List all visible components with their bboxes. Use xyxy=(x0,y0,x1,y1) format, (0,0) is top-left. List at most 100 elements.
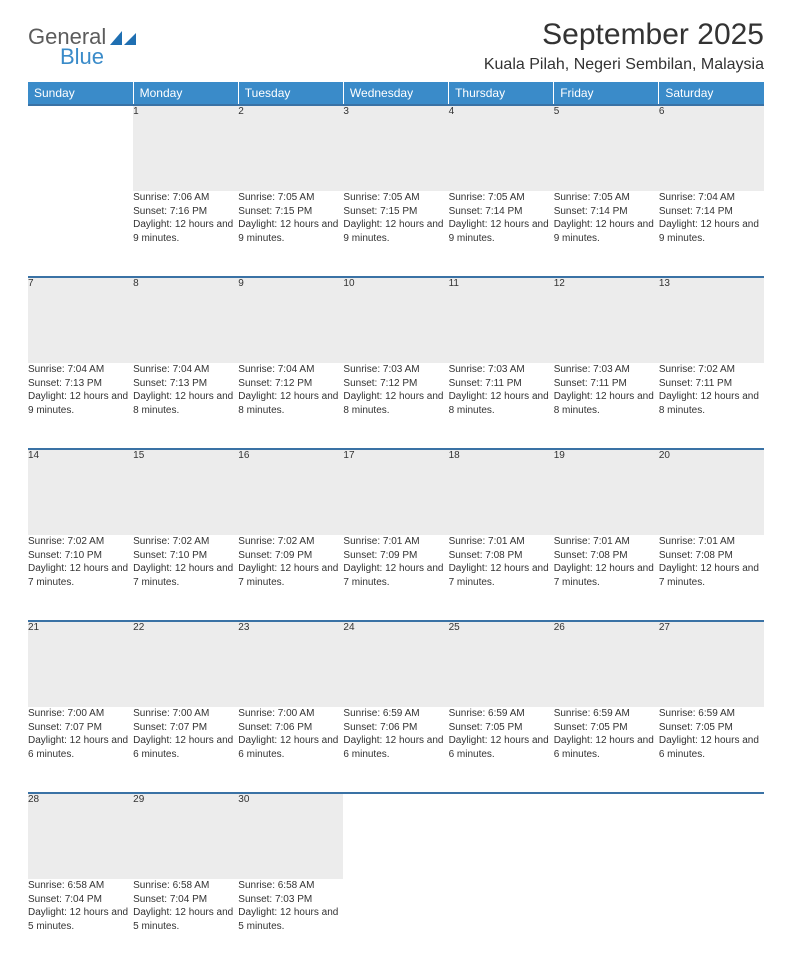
weekday-header-cell: Sunday xyxy=(28,82,133,105)
day-info-cell xyxy=(659,879,764,965)
day-info-cell xyxy=(28,191,133,277)
day-number-cell: 20 xyxy=(659,449,764,535)
sunrise-line: Sunrise: 7:04 AM xyxy=(28,363,133,377)
sail-icon xyxy=(110,31,136,45)
sunrise-line: Sunrise: 6:58 AM xyxy=(238,879,343,893)
sunrise-line: Sunrise: 7:05 AM xyxy=(238,191,343,205)
sunset-line: Sunset: 7:10 PM xyxy=(28,549,133,563)
day-number-row: 21222324252627 xyxy=(28,621,764,707)
sunrise-line: Sunrise: 7:04 AM xyxy=(659,191,764,205)
day-number-cell: 7 xyxy=(28,277,133,363)
day-number-cell: 25 xyxy=(449,621,554,707)
sunrise-line: Sunrise: 6:59 AM xyxy=(343,707,448,721)
day-number-cell: 17 xyxy=(343,449,448,535)
day-number-cell: 6 xyxy=(659,105,764,191)
daylight-line: Daylight: 12 hours and 9 minutes. xyxy=(343,218,448,245)
sunset-line: Sunset: 7:05 PM xyxy=(659,721,764,735)
weekday-header-cell: Wednesday xyxy=(343,82,448,105)
day-info-cell: Sunrise: 7:05 AMSunset: 7:15 PMDaylight:… xyxy=(238,191,343,277)
day-info-cell xyxy=(554,879,659,965)
sunset-line: Sunset: 7:11 PM xyxy=(659,377,764,391)
daylight-line: Daylight: 12 hours and 6 minutes. xyxy=(28,734,133,761)
sunset-line: Sunset: 7:14 PM xyxy=(449,205,554,219)
sunrise-line: Sunrise: 7:03 AM xyxy=(554,363,659,377)
sunrise-line: Sunrise: 7:03 AM xyxy=(343,363,448,377)
day-info-cell: Sunrise: 7:04 AMSunset: 7:12 PMDaylight:… xyxy=(238,363,343,449)
sunset-line: Sunset: 7:08 PM xyxy=(554,549,659,563)
day-number-cell: 23 xyxy=(238,621,343,707)
logo-text: General Blue xyxy=(28,26,136,68)
daylight-line: Daylight: 12 hours and 8 minutes. xyxy=(554,390,659,417)
daylight-line: Daylight: 12 hours and 8 minutes. xyxy=(343,390,448,417)
day-info-cell: Sunrise: 7:04 AMSunset: 7:13 PMDaylight:… xyxy=(133,363,238,449)
day-info-cell: Sunrise: 7:03 AMSunset: 7:12 PMDaylight:… xyxy=(343,363,448,449)
daylight-line: Daylight: 12 hours and 7 minutes. xyxy=(554,562,659,589)
sunset-line: Sunset: 7:14 PM xyxy=(554,205,659,219)
sunset-line: Sunset: 7:13 PM xyxy=(28,377,133,391)
weekday-header-cell: Saturday xyxy=(659,82,764,105)
day-info-cell: Sunrise: 7:00 AMSunset: 7:07 PMDaylight:… xyxy=(28,707,133,793)
sunrise-line: Sunrise: 7:06 AM xyxy=(133,191,238,205)
day-number-cell xyxy=(28,105,133,191)
sunset-line: Sunset: 7:03 PM xyxy=(238,893,343,907)
sunrise-line: Sunrise: 7:01 AM xyxy=(343,535,448,549)
day-info-cell: Sunrise: 6:59 AMSunset: 7:05 PMDaylight:… xyxy=(449,707,554,793)
sunset-line: Sunset: 7:11 PM xyxy=(449,377,554,391)
day-info-cell: Sunrise: 7:04 AMSunset: 7:14 PMDaylight:… xyxy=(659,191,764,277)
month-title: September 2025 xyxy=(484,18,764,52)
day-number-cell: 13 xyxy=(659,277,764,363)
day-info-cell: Sunrise: 6:58 AMSunset: 7:04 PMDaylight:… xyxy=(133,879,238,965)
day-info-cell: Sunrise: 7:01 AMSunset: 7:08 PMDaylight:… xyxy=(554,535,659,621)
weekday-header-cell: Thursday xyxy=(449,82,554,105)
day-info-cell xyxy=(343,879,448,965)
sunrise-line: Sunrise: 7:01 AM xyxy=(449,535,554,549)
daylight-line: Daylight: 12 hours and 6 minutes. xyxy=(343,734,448,761)
sunrise-line: Sunrise: 7:01 AM xyxy=(554,535,659,549)
sunset-line: Sunset: 7:15 PM xyxy=(343,205,448,219)
daylight-line: Daylight: 12 hours and 7 minutes. xyxy=(659,562,764,589)
sunset-line: Sunset: 7:14 PM xyxy=(659,205,764,219)
sunset-line: Sunset: 7:13 PM xyxy=(133,377,238,391)
day-info-cell: Sunrise: 6:59 AMSunset: 7:05 PMDaylight:… xyxy=(554,707,659,793)
day-number-cell: 22 xyxy=(133,621,238,707)
sunrise-line: Sunrise: 6:58 AM xyxy=(28,879,133,893)
sunrise-line: Sunrise: 6:59 AM xyxy=(659,707,764,721)
logo: General Blue xyxy=(28,18,136,68)
day-number-row: 78910111213 xyxy=(28,277,764,363)
day-number-cell: 15 xyxy=(133,449,238,535)
day-number-cell: 11 xyxy=(449,277,554,363)
day-number-cell: 2 xyxy=(238,105,343,191)
daylight-line: Daylight: 12 hours and 8 minutes. xyxy=(238,390,343,417)
daylight-line: Daylight: 12 hours and 5 minutes. xyxy=(28,906,133,933)
sunrise-line: Sunrise: 6:59 AM xyxy=(449,707,554,721)
sunrise-line: Sunrise: 7:04 AM xyxy=(238,363,343,377)
day-number-cell: 29 xyxy=(133,793,238,879)
day-number-cell: 16 xyxy=(238,449,343,535)
day-info-cell: Sunrise: 7:05 AMSunset: 7:15 PMDaylight:… xyxy=(343,191,448,277)
sunset-line: Sunset: 7:16 PM xyxy=(133,205,238,219)
weekday-header: SundayMondayTuesdayWednesdayThursdayFrid… xyxy=(28,82,764,105)
daylight-line: Daylight: 12 hours and 9 minutes. xyxy=(238,218,343,245)
sunrise-line: Sunrise: 7:02 AM xyxy=(133,535,238,549)
day-info-cell: Sunrise: 7:02 AMSunset: 7:11 PMDaylight:… xyxy=(659,363,764,449)
day-number-cell: 14 xyxy=(28,449,133,535)
sunrise-line: Sunrise: 6:58 AM xyxy=(133,879,238,893)
daylight-line: Daylight: 12 hours and 5 minutes. xyxy=(133,906,238,933)
sunset-line: Sunset: 7:06 PM xyxy=(343,721,448,735)
daylight-line: Daylight: 12 hours and 9 minutes. xyxy=(133,218,238,245)
day-number-cell xyxy=(449,793,554,879)
sunrise-line: Sunrise: 7:00 AM xyxy=(238,707,343,721)
location: Kuala Pilah, Negeri Sembilan, Malaysia xyxy=(484,56,764,74)
sunset-line: Sunset: 7:11 PM xyxy=(554,377,659,391)
day-info-cell: Sunrise: 7:02 AMSunset: 7:10 PMDaylight:… xyxy=(28,535,133,621)
sunset-line: Sunset: 7:05 PM xyxy=(554,721,659,735)
day-info-cell: Sunrise: 7:01 AMSunset: 7:09 PMDaylight:… xyxy=(343,535,448,621)
day-number-cell: 21 xyxy=(28,621,133,707)
daylight-line: Daylight: 12 hours and 9 minutes. xyxy=(554,218,659,245)
daylight-line: Daylight: 12 hours and 7 minutes. xyxy=(133,562,238,589)
sunset-line: Sunset: 7:07 PM xyxy=(133,721,238,735)
day-number-cell: 4 xyxy=(449,105,554,191)
sunrise-line: Sunrise: 7:01 AM xyxy=(659,535,764,549)
day-info-cell: Sunrise: 7:04 AMSunset: 7:13 PMDaylight:… xyxy=(28,363,133,449)
daylight-line: Daylight: 12 hours and 6 minutes. xyxy=(238,734,343,761)
